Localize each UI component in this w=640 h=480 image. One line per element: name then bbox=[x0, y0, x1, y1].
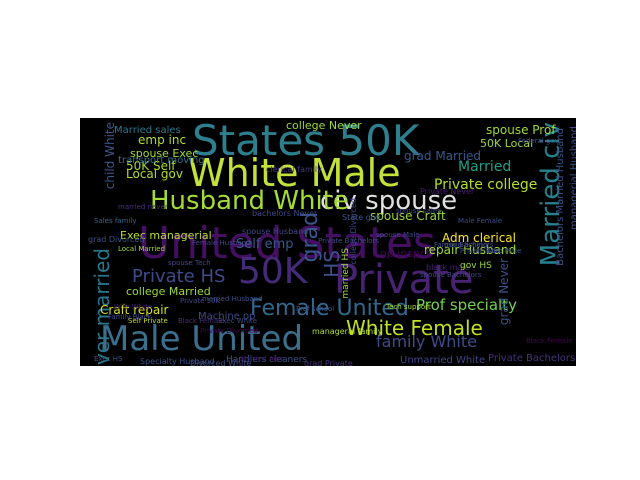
cloud-word: Exec Male bbox=[486, 247, 522, 255]
cloud-word: civ spouse bbox=[320, 186, 458, 216]
cloud-word: Divorced White bbox=[190, 359, 252, 367]
cloud-word: Private Never bbox=[420, 187, 475, 196]
cloud-word: Prof specialty bbox=[416, 296, 517, 314]
word-cloud: United States States 50K White Male Male Un… bbox=[80, 118, 576, 366]
cloud-word: spouse Prof bbox=[486, 123, 556, 137]
cloud-word: gov Bachelors bbox=[444, 241, 494, 249]
cloud-word: Private Bachelors bbox=[318, 237, 380, 245]
cloud-word: Private Bachelors bbox=[488, 353, 576, 364]
cloud-word: Exec HS bbox=[94, 355, 123, 363]
cloud-word: Male United bbox=[100, 319, 304, 359]
cloud-word: grad Never bbox=[497, 258, 511, 326]
cloud-word: bachelors Never bbox=[252, 209, 318, 218]
cloud-word: Bachelors Married Husband bbox=[555, 128, 566, 266]
cloud-word: grad Married bbox=[404, 149, 482, 163]
cloud-word: married Husband bbox=[202, 295, 263, 303]
cloud-word: Wife White bbox=[114, 303, 153, 311]
cloud-word: spouse Husband bbox=[242, 227, 309, 236]
cloud-word: Self emp bbox=[236, 237, 294, 252]
cloud-word: Exec White bbox=[218, 317, 258, 325]
cloud-word: 50K bbox=[238, 251, 308, 292]
cloud-word: emp inc bbox=[138, 133, 187, 147]
cloud-word: Unmarried White bbox=[400, 355, 486, 366]
cloud-word: 50K Local bbox=[480, 137, 534, 150]
cloud-word: Private college bbox=[434, 177, 538, 193]
cloud-word: Federal gov bbox=[518, 137, 559, 145]
cloud-word: White Male bbox=[188, 151, 401, 195]
cloud-word: 50K Self bbox=[126, 159, 176, 173]
cloud-word: family White bbox=[376, 332, 477, 351]
cloud-word: spouse sales bbox=[396, 207, 441, 215]
cloud-word: married never bbox=[118, 203, 168, 211]
cloud-word: spouse Exec bbox=[130, 147, 199, 160]
cloud-word: Family Black bbox=[108, 313, 152, 321]
cloud-word: Sales family bbox=[94, 217, 137, 225]
cloud-word: spouse Tech bbox=[168, 259, 211, 267]
cloud-word: Tech support bbox=[386, 303, 431, 311]
cloud-word: Private Divorced bbox=[200, 327, 258, 335]
cloud-word: Male Female bbox=[458, 217, 503, 225]
cloud-word: Prof school bbox=[296, 305, 335, 313]
cloud-word: gov HS bbox=[460, 261, 492, 271]
cloud-word: grad Divorced bbox=[88, 235, 145, 244]
cloud-word: States 50K bbox=[192, 118, 420, 165]
cloud-word: college Divorced bbox=[349, 198, 358, 265]
cloud-word: college Married bbox=[126, 285, 211, 298]
cloud-word: State gov bbox=[342, 213, 381, 222]
cloud-word: Female Husband bbox=[192, 239, 251, 247]
cloud-word: manageral family bbox=[312, 327, 383, 336]
cloud-word: Private Adm bbox=[460, 247, 503, 255]
cloud-word: Craft repair bbox=[100, 303, 169, 317]
cloud-word: Handlers cleaners bbox=[226, 355, 308, 365]
cloud-word: repair Husband bbox=[424, 243, 517, 257]
cloud-word: United States bbox=[138, 218, 436, 269]
cloud-word: clerical family bbox=[266, 165, 322, 174]
cloud-word: Exec managerial bbox=[120, 229, 212, 242]
cloud-word: Specialty Husband bbox=[140, 357, 215, 366]
cloud-word: Private 50K bbox=[180, 297, 221, 305]
cloud-word: managerial Husband bbox=[569, 126, 576, 231]
cloud-word: Black Female bbox=[526, 337, 573, 345]
cloud-word: spouse Bachelors bbox=[420, 271, 482, 279]
cloud-word: Married bbox=[458, 159, 512, 175]
cloud-word: Husband White bbox=[150, 186, 349, 216]
cloud-word: black male bbox=[426, 263, 470, 272]
cloud-word: spouse Craft bbox=[370, 209, 446, 223]
cloud-word: White Female bbox=[346, 316, 483, 340]
cloud-word: Married Adm bbox=[240, 355, 285, 363]
cloud-word: grad Private bbox=[304, 359, 353, 367]
cloud-word: Machine op bbox=[198, 311, 256, 322]
cloud-word: Black Female bbox=[178, 317, 225, 325]
cloud-word: Female United bbox=[250, 296, 409, 321]
cloud-word: Local gov bbox=[126, 167, 183, 181]
cloud-word: transport moving bbox=[118, 155, 205, 166]
cloud-word: Private bbox=[334, 257, 474, 303]
cloud-word: Farming fishing bbox=[434, 241, 488, 249]
cloud-word: Local Married bbox=[118, 245, 166, 253]
cloud-word: spouse Male bbox=[376, 231, 420, 239]
cloud-word: college Never bbox=[286, 119, 362, 132]
cloud-word: op inspct bbox=[380, 247, 431, 260]
cloud-word: Self Private bbox=[128, 317, 168, 325]
cloud-word: Adm clerical bbox=[442, 231, 516, 245]
cloud-word: Married sales bbox=[114, 125, 181, 136]
cloud-word: Private HS bbox=[132, 266, 226, 287]
